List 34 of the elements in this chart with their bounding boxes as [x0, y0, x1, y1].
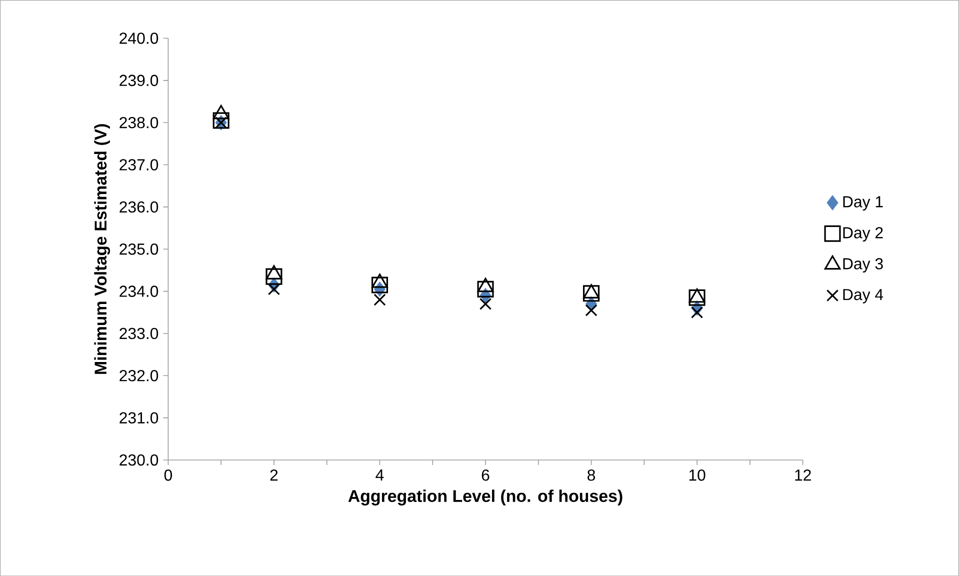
point — [477, 280, 494, 298]
x-tick-label: 0 — [164, 469, 172, 481]
point — [585, 304, 598, 316]
y-tick-label: 233.0 — [120, 328, 158, 340]
legend-label: Day 3 — [843, 258, 883, 272]
legend-label: Day 2 — [843, 227, 883, 242]
x-tick-label: 10 — [689, 469, 706, 481]
x-tick-label: 4 — [376, 469, 384, 480]
legend-label: Day 1 — [843, 196, 883, 210]
point — [583, 285, 600, 302]
x-tick-label: 6 — [482, 469, 490, 481]
y-tick-label: 231.0 — [120, 412, 158, 424]
x-tick-label: 2 — [270, 469, 278, 481]
point — [479, 298, 492, 310]
y-tick-label: 234.0 — [120, 286, 158, 297]
y-tick-label: 240.0 — [120, 32, 158, 44]
point — [690, 306, 704, 318]
y-tick-label: 236.0 — [120, 201, 158, 212]
point — [688, 289, 706, 306]
x-axis-title: Aggregation Level (no. of houses) — [348, 490, 622, 506]
y-tick-label: 230.0 — [120, 454, 158, 466]
y-tick-label: 238.0 — [120, 116, 158, 128]
y-tick-label: 237.0 — [120, 159, 158, 170]
point — [371, 276, 388, 294]
y-tick-label: 239.0 — [120, 74, 158, 86]
y-tick-label: 232.0 — [120, 370, 158, 382]
point — [266, 268, 282, 285]
point — [268, 283, 280, 296]
y-axis-title: Minimum Voltage Estimated (V) — [94, 124, 110, 374]
x-tick-label: 12 — [795, 469, 811, 481]
legend-label: Day 4 — [843, 288, 884, 304]
point — [374, 294, 386, 306]
y-tick-label: 235.0 — [120, 243, 158, 255]
x-tick-label: 8 — [588, 469, 596, 481]
